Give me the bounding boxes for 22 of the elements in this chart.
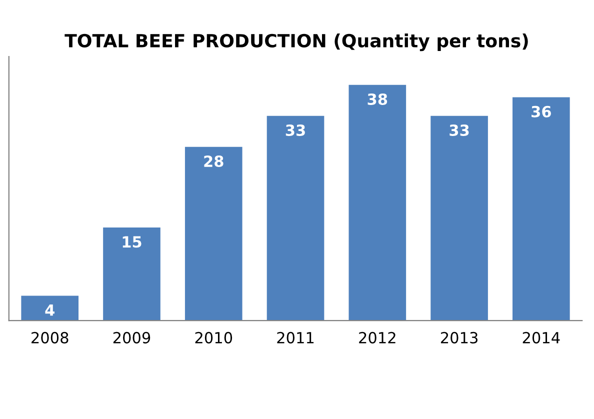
bar [103,228,160,321]
data-label: 38 [368,93,388,106]
bar [184,146,242,321]
chart-title: TOTAL BEEF PRODUCTION (Quantity per tons) [64,34,528,52]
x-tick-label: 2013 [440,332,478,344]
data-label: 28 [204,155,224,168]
bar [430,116,488,321]
x-tick-label: 2012 [359,332,396,344]
x-tick-label: 2009 [113,332,150,344]
data-label: 15 [122,236,142,248]
data-label: 33 [286,124,305,136]
bar [21,296,79,321]
bar [266,116,324,321]
bar [512,97,570,321]
x-tick-label: 2008 [32,332,68,344]
bar [348,84,406,321]
data-label: 36 [532,106,551,118]
x-tick-label: 2014 [522,332,560,344]
x-tick-label: 2011 [277,332,314,344]
data-label: 4 [45,304,54,316]
x-tick-label: 2010 [195,332,232,344]
data-label: 33 [450,124,469,136]
